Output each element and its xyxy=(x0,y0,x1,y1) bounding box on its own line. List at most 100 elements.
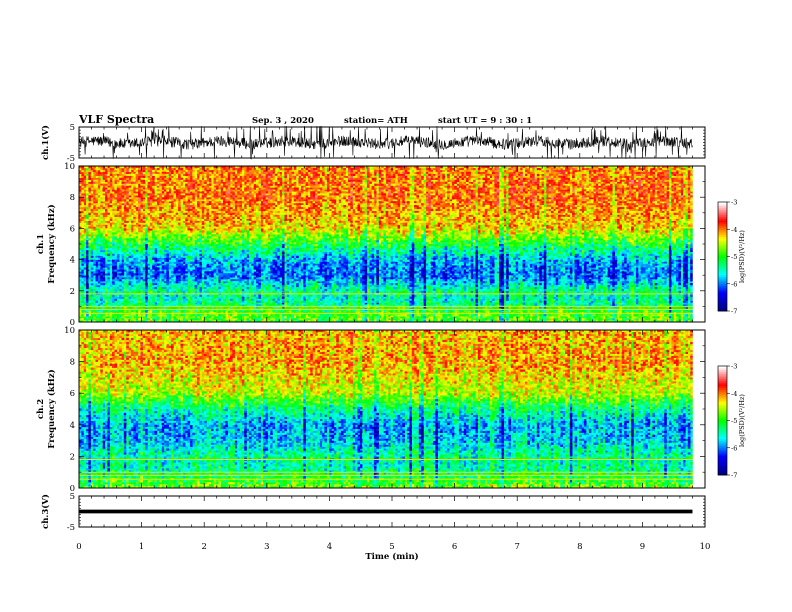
spectrogram-cells xyxy=(86,251,689,301)
spectrogram-cells xyxy=(88,330,670,400)
colorbar-segment xyxy=(718,202,727,205)
spectrogram-cells xyxy=(140,166,658,311)
colorbar-segment xyxy=(718,369,727,372)
spectrogram-cells xyxy=(499,255,502,258)
colorbar-segment xyxy=(718,281,727,285)
spectrogram-cells xyxy=(100,238,646,307)
spectrogram-cells xyxy=(88,430,92,433)
y-axis-label-line: Frequency (kHz) xyxy=(46,204,57,283)
colorbar-segment xyxy=(718,469,727,472)
spectrogram-cells xyxy=(435,446,438,449)
spectrogram-cells xyxy=(208,345,212,349)
x-tick-label: 8 xyxy=(577,542,582,552)
colorbar-segment xyxy=(718,301,727,305)
spectrogram-cells xyxy=(501,259,505,262)
spectrogram-cells xyxy=(211,171,684,235)
colorbar-segment xyxy=(718,229,727,232)
colorbar-segment xyxy=(718,449,727,452)
spectrogram-cells xyxy=(187,191,191,194)
colorbar-label: log(PSD)(V²/Hz) xyxy=(738,230,746,283)
spectrogram-cells xyxy=(491,361,495,364)
spectrogram-cells xyxy=(664,416,667,420)
spectrogram-cells xyxy=(88,444,92,447)
colorbar-segment xyxy=(718,424,727,427)
colorbar-segment xyxy=(718,218,727,221)
spectrogram-cells xyxy=(138,199,141,202)
colorbar-segment xyxy=(718,473,727,476)
spectrogram-cells xyxy=(411,257,415,260)
spectrogram-cells xyxy=(213,361,217,364)
spectrogram-cells xyxy=(520,185,523,188)
colorbar-segment xyxy=(718,467,727,470)
spectrogram-cells xyxy=(364,269,509,278)
spectrogram-cells xyxy=(93,407,686,477)
colorbar-segment xyxy=(718,249,727,252)
y-axis-label-line: ch.3(V) xyxy=(40,494,51,529)
spectrogram-cells xyxy=(628,357,632,360)
spectrogram-cells xyxy=(145,275,148,278)
colorbar-tick-label: -5 xyxy=(731,417,737,425)
colorbar-segment xyxy=(718,260,727,263)
spectrogram-cells xyxy=(109,166,691,223)
colorbar-segment xyxy=(718,427,727,430)
y-tick-label: 8 xyxy=(70,193,75,203)
colorbar-segment xyxy=(718,407,727,410)
spectrogram-cells xyxy=(107,403,693,481)
spectrogram-cells xyxy=(428,363,431,366)
spectrogram-cells xyxy=(145,283,148,286)
colorbar-segment xyxy=(718,212,727,216)
colorbar-segment xyxy=(718,269,727,272)
spectrogram-cells xyxy=(258,407,691,485)
colorbar-segment xyxy=(718,287,727,290)
colorbar-segment xyxy=(718,433,727,436)
spectrogram-cells xyxy=(477,343,481,347)
spectrogram-cells xyxy=(303,438,306,441)
colorbar-segment xyxy=(718,234,727,237)
spectrogram-cells xyxy=(614,361,618,364)
colorbar-segment xyxy=(718,387,727,391)
spectrogram-cells xyxy=(499,273,502,276)
colorbar-segment xyxy=(718,460,727,463)
spectrogram-cells xyxy=(409,275,412,278)
spectrogram-cells xyxy=(409,446,412,449)
colorbar-segment xyxy=(718,289,727,292)
colorbar-segment xyxy=(718,291,727,294)
y-axis-label: ch.1Frequency (kHz) xyxy=(36,204,57,283)
x-tick-label: 2 xyxy=(201,542,206,552)
x-tick-label: 0 xyxy=(76,542,81,552)
spectrogram-cells xyxy=(550,197,554,200)
spectrogram-cells xyxy=(539,273,542,276)
colorbar-segment xyxy=(718,442,727,445)
spectrogram-cells xyxy=(116,330,674,396)
colorbar-segment xyxy=(718,238,727,241)
colorbar-segment xyxy=(718,254,727,257)
colorbar-tick-label: -3 xyxy=(731,363,737,371)
spectrogram-cells xyxy=(244,418,505,451)
spectrogram-cells xyxy=(166,409,639,465)
spectrogram-cells xyxy=(140,361,143,364)
station-label: station= ATH xyxy=(344,116,408,126)
colorbar-segment xyxy=(718,378,727,381)
colorbar-segment xyxy=(718,294,727,297)
colorbar-segment xyxy=(718,367,727,371)
spectrogram-cells xyxy=(628,359,632,362)
colorbar-tick-label: -3 xyxy=(731,199,737,207)
colorbar-segment xyxy=(718,462,727,465)
colorbar-segment xyxy=(718,280,727,283)
colorbar-segment xyxy=(718,371,727,374)
colorbar-tick-label: -6 xyxy=(731,444,737,452)
spectrogram-cells xyxy=(86,228,677,311)
y-tick-label: 6 xyxy=(70,224,75,234)
spectrogram-cells xyxy=(142,245,559,305)
y-tick-label: 2 xyxy=(70,452,75,462)
colorbar-segment xyxy=(718,435,727,438)
colorbar-segment xyxy=(718,389,727,392)
colorbar-segment xyxy=(718,393,727,396)
spectrogram-cells xyxy=(631,428,634,432)
colorbar-segment xyxy=(718,232,727,236)
spectrogram-cells xyxy=(112,277,115,280)
colorbar-segment xyxy=(718,413,727,416)
y-axis-label-line: ch.2 xyxy=(36,399,46,419)
spectrogram-cells xyxy=(102,426,535,481)
spectrogram-cells xyxy=(105,169,660,208)
